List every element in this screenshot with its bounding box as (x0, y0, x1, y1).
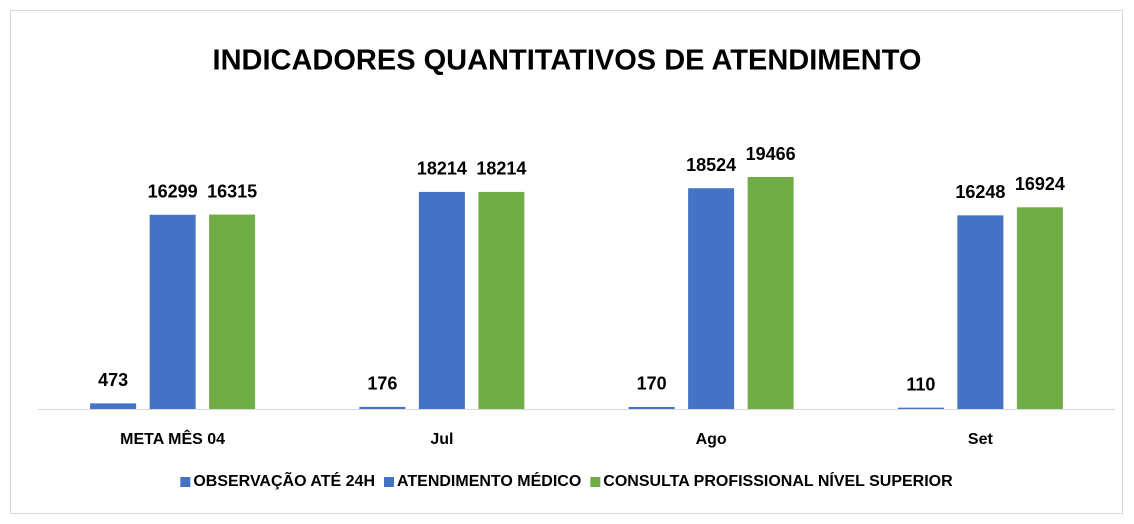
data-label: 16924 (1015, 174, 1065, 194)
bar (90, 403, 137, 409)
bar (209, 214, 256, 409)
legend-swatch (384, 477, 394, 487)
data-label: 16315 (207, 181, 257, 201)
data-label: 18214 (417, 159, 467, 179)
bar (747, 177, 794, 409)
legend-label: ATENDIMENTO MÉDICO (397, 471, 581, 490)
data-label: 473 (98, 370, 128, 390)
bar (1016, 207, 1063, 409)
legend-label: OBSERVAÇÃO ATÉ 24H (193, 470, 375, 490)
bar (149, 214, 196, 409)
data-label: 16248 (955, 182, 1005, 202)
bar (418, 191, 465, 409)
legend-swatch (590, 477, 601, 487)
data-label: 110 (906, 374, 935, 394)
bar (359, 406, 406, 409)
bar (897, 407, 944, 409)
chart-title: INDICADORES QUANTITATIVOS DE ATENDIMENTO (213, 45, 922, 77)
data-label: 18524 (686, 155, 736, 175)
bar (478, 191, 525, 409)
data-label: 170 (637, 374, 667, 394)
data-label: 19466 (746, 144, 796, 164)
data-label: 176 (367, 374, 397, 394)
bar (688, 188, 735, 409)
x-tick-label: Jul (430, 431, 453, 448)
x-tick-label: Ago (696, 431, 727, 448)
x-tick-label: Set (968, 431, 994, 448)
bar (957, 215, 1004, 409)
bar (628, 406, 675, 409)
x-tick-label: META MÊS 04 (120, 429, 225, 448)
legend-label: CONSULTA PROFISSIONAL NÍVEL SUPERIOR (603, 471, 953, 490)
legend-swatch (180, 477, 191, 487)
chart-border (10, 10, 1123, 514)
data-label: 16299 (148, 181, 198, 201)
data-label: 18214 (476, 159, 526, 179)
